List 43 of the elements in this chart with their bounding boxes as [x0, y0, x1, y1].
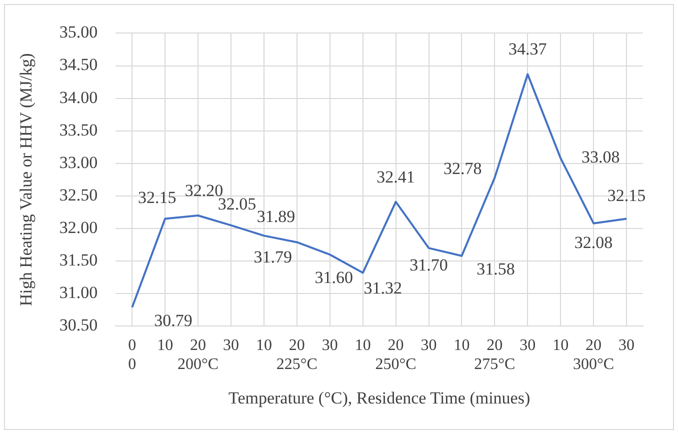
- data-label: 31.70: [410, 256, 448, 275]
- x-tick-label: 30: [520, 337, 536, 354]
- data-label: 30.79: [154, 310, 192, 330]
- x-tick-label: 20 200°C: [178, 337, 219, 374]
- data-label: 31.58: [476, 259, 515, 278]
- x-tick-label: 10: [256, 337, 272, 354]
- data-label: 31.79: [254, 248, 292, 267]
- x-tick-label: 30: [420, 337, 437, 354]
- y-tick-label: 31.00: [59, 283, 98, 302]
- data-label: 32.15: [138, 188, 176, 208]
- x-tick-label: 30: [223, 337, 240, 354]
- x-tick-label: 10: [454, 337, 470, 354]
- y-tick-label: 34.50: [59, 55, 98, 74]
- y-tick-label: 34.00: [59, 88, 98, 107]
- x-tick-label: 30: [322, 337, 338, 354]
- x-tick-label: 10: [354, 337, 371, 354]
- y-tick-label: 31.50: [59, 250, 98, 270]
- data-label: 32.78: [444, 159, 482, 178]
- y-tick-label: 33.50: [59, 120, 98, 140]
- data-label: 31.60: [314, 268, 354, 288]
- data-label: 33.08: [581, 148, 620, 167]
- data-label: 32.08: [574, 232, 613, 252]
- y-tick-label: 32.00: [59, 218, 98, 237]
- x-tick-label: 10: [157, 337, 174, 354]
- y-tick-label: 30.50: [59, 316, 98, 335]
- y-tick-label: 35.00: [59, 22, 98, 42]
- x-tick-label: 20 275°C: [474, 337, 516, 374]
- data-label: 31.32: [364, 278, 402, 298]
- data-label: 31.89: [256, 207, 296, 226]
- x-tick-label: 20 225°C: [276, 337, 318, 374]
- y-tick-label: 33.00: [59, 152, 98, 172]
- data-label: 32.15: [607, 186, 646, 206]
- data-label: 32.05: [218, 194, 256, 214]
- x-tick-label: 20 250°C: [375, 337, 416, 374]
- data-label: 34.37: [508, 40, 548, 59]
- x-tick-label: 0 0: [128, 337, 136, 374]
- x-axis-title: Temperature (°C), Residence Time (minues): [228, 388, 530, 408]
- y-axis-title: High Heating Value or HHV (MJ/kg): [16, 53, 36, 306]
- y-tick-label: 32.50: [59, 185, 98, 204]
- x-tick-label: 30: [618, 337, 635, 354]
- x-tick-label: 20 300°C: [573, 337, 614, 374]
- data-label: 32.41: [376, 167, 415, 186]
- x-tick-label: 10: [552, 337, 569, 354]
